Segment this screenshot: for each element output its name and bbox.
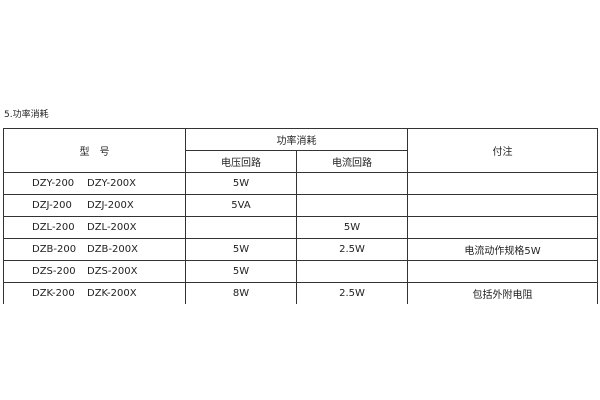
model-a: DZY-200 [32, 178, 75, 189]
model-cell: DZJ-200 DZJ-200X [3, 194, 186, 217]
note-cell [407, 172, 598, 195]
model-a: DZB-200 [32, 244, 77, 255]
voltage-cell: 5W [185, 172, 297, 195]
voltage-cell: 5W [185, 238, 297, 261]
table-row: DZY-200 DZY-200X 5W [3, 172, 598, 195]
model-b: DZJ-200X [87, 200, 134, 211]
model-b: DZB-200X [87, 244, 138, 255]
voltage-cell [185, 216, 297, 239]
model-b: DZY-200X [87, 178, 137, 189]
note-cell [407, 216, 598, 239]
note-cell [407, 260, 598, 283]
model-a: DZJ-200 [32, 200, 72, 211]
table-row: DZL-200 DZL-200X 5W [3, 216, 598, 239]
header-model: 型 号 [3, 128, 186, 173]
header-voltage-circuit: 电压回路 [185, 150, 297, 173]
header-note: 付注 [407, 128, 598, 173]
model-a: DZL-200 [32, 222, 75, 233]
table-row: DZJ-200 DZJ-200X 5VA [3, 194, 598, 217]
table-row: DZB-200 DZB-200X 5W 2.5W 电流动作规格5W [3, 238, 598, 261]
table-row: DZS-200 DZS-200X 5W [3, 260, 598, 283]
current-cell [296, 194, 408, 217]
model-b: DZL-200X [87, 222, 137, 233]
model-a: DZK-200 [32, 288, 75, 299]
model-a: DZS-200 [32, 266, 76, 277]
current-cell: 2.5W [296, 238, 408, 261]
note-cell: 包括外附电阻 [407, 282, 598, 304]
model-cell: DZY-200 DZY-200X [3, 172, 186, 195]
model-cell: DZS-200 DZS-200X [3, 260, 186, 283]
model-cell: DZL-200 DZL-200X [3, 216, 186, 239]
current-cell [296, 260, 408, 283]
header-power: 功率消耗 [185, 128, 408, 151]
model-b: DZS-200X [87, 266, 138, 277]
power-consumption-table: 型 号 功率消耗 付注 电压回路 电流回路 DZY-200 DZY-200X 5W D… [3, 128, 598, 304]
table-row: DZK-200 DZK-200X 8W 2.5W 包括外附电阻 [3, 282, 598, 304]
model-cell: DZK-200 DZK-200X [3, 282, 186, 304]
header-current-circuit: 电流回路 [296, 150, 408, 173]
voltage-cell: 5W [185, 260, 297, 283]
current-cell: 2.5W [296, 282, 408, 304]
section-title: 5.功率消耗 [4, 110, 49, 120]
current-cell [296, 172, 408, 195]
current-cell: 5W [296, 216, 408, 239]
voltage-cell: 8W [185, 282, 297, 304]
note-cell [407, 194, 598, 217]
voltage-cell: 5VA [185, 194, 297, 217]
model-b: DZK-200X [87, 288, 137, 299]
model-cell: DZB-200 DZB-200X [3, 238, 186, 261]
note-cell: 电流动作规格5W [407, 238, 598, 261]
